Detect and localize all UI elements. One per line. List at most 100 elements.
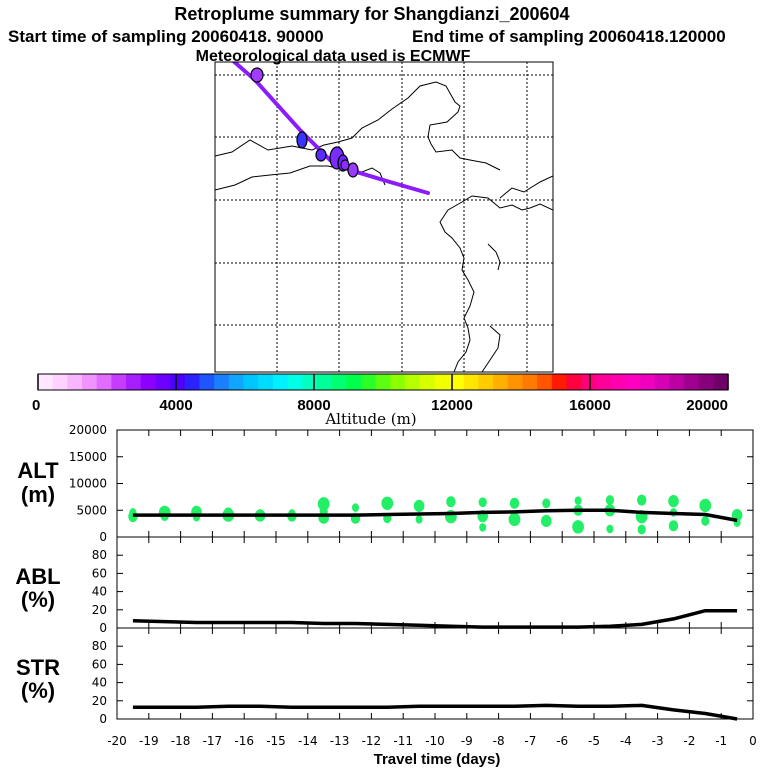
colorbar-cell: [302, 374, 318, 390]
trajectory-line: [231, 62, 430, 195]
colorbar-cell: [199, 374, 215, 390]
colorbar-cell: [360, 374, 377, 390]
panel-abl: 0 20 40 60 80 ABL(%): [15, 536, 754, 635]
colorbar-cell: [698, 374, 714, 390]
colorbar-tick-label: 0: [32, 397, 40, 414]
colorbar-cell: [243, 374, 259, 390]
coastlines: [215, 81, 553, 372]
altitude-scatter-point: [415, 515, 423, 524]
colorbar-cell: [654, 374, 670, 390]
colorbar-cell: [683, 374, 700, 390]
altitude-scatter-point: [352, 503, 359, 512]
y-tick-label: 0: [99, 712, 107, 726]
figure-title: Retroplume summary for Shangdianzi_20060…: [174, 4, 569, 24]
panel-label-top: ABL: [15, 564, 60, 589]
x-tick-label: -2: [683, 734, 695, 748]
altitude-scatter-point: [701, 516, 710, 526]
colorbar-cell: [581, 374, 597, 390]
x-tick-label: -10: [425, 734, 445, 748]
cluster-marker: [250, 67, 264, 83]
cluster-marker: [340, 159, 350, 171]
colorbar-cell: [537, 374, 553, 390]
altitude-colorbar: 0 4000 8000 12000 16000 20000 Altitude (m): [32, 373, 729, 428]
panel-label-bottom: (%): [21, 587, 55, 612]
altitude-scatter-point: [413, 499, 425, 513]
y-tick-label: 0: [99, 530, 107, 544]
x-tick-label: -19: [139, 734, 159, 748]
altitude-scatter-point: [731, 508, 743, 522]
colorbar-cell: [463, 374, 480, 390]
y-tick-label: 80: [92, 548, 107, 562]
colorbar-cell: [375, 374, 391, 390]
altitude-scatter-point: [699, 498, 712, 513]
colorbar-cell: [625, 374, 641, 390]
x-tick-label: -5: [588, 734, 600, 748]
colorbar-cell: [449, 374, 465, 390]
altitude-scatter-point: [508, 512, 521, 527]
panel-label-top: ALT: [17, 458, 59, 483]
colorbar-tick-label: 16000: [569, 397, 611, 414]
altitude-scatter-point: [637, 524, 646, 535]
x-tick-label: -12: [362, 734, 382, 748]
x-tick-label: -11: [393, 734, 413, 748]
trajectory-map: [214, 61, 554, 373]
colorbar-cell: [507, 374, 524, 390]
colorbar-cell: [390, 374, 406, 390]
altitude-scatter-point: [606, 524, 614, 534]
y-tick-label: 15000: [69, 450, 107, 464]
colorbar-cell: [96, 374, 113, 390]
x-tick-label: -16: [234, 734, 254, 748]
colorbar-cell: [434, 374, 450, 390]
altitude-scatter-point: [446, 496, 456, 508]
colorbar-cell: [419, 374, 435, 390]
y-tick-label: 60: [92, 657, 107, 671]
panel-label-bottom: (%): [21, 678, 55, 703]
y-tick-label: 80: [92, 639, 107, 653]
altitude-scatter-point: [542, 498, 551, 509]
y-tick-label: 20: [92, 694, 107, 708]
altitude-scatter-point: [668, 495, 679, 508]
colorbar-cell: [595, 374, 612, 390]
colorbar-label: Altitude (m): [324, 410, 416, 428]
colorbar-cell: [566, 374, 582, 390]
altitude-scatter-point: [541, 514, 552, 528]
colorbar-cell: [551, 374, 568, 390]
altitude-scatter-point: [637, 494, 647, 506]
colorbar-tick-label: 12000: [431, 397, 473, 414]
cluster-marker: [296, 131, 308, 149]
y-tick-label: 60: [92, 566, 107, 580]
colorbar-cell: [52, 374, 68, 390]
colorbar-tick-label: 4000: [159, 397, 192, 414]
x-tick-label: -6: [556, 734, 568, 748]
altitude-scatter-point: [574, 496, 582, 505]
colorbar-cell: [639, 374, 656, 390]
map-frame: [214, 61, 554, 373]
colorbar-tick-label: 20000: [686, 397, 728, 414]
altitude-scatter-point: [668, 520, 679, 532]
series-line-altitude: [132, 508, 738, 523]
start-time-label: Start time of sampling 20060418. 90000: [8, 27, 324, 46]
end-time-label: End time of sampling 20060418.120000: [412, 27, 726, 46]
panel-label-bottom: (m): [21, 482, 55, 507]
x-tick-label: -7: [524, 734, 536, 748]
colorbar-cell: [258, 374, 274, 390]
altitude-scatter-point: [317, 497, 330, 511]
colorbar-cell: [493, 374, 509, 390]
x-axis-label: Travel time (days): [374, 751, 501, 768]
x-tick-label: 0: [749, 734, 757, 748]
y-tick-label: 20000: [69, 423, 107, 437]
altitude-scatter-point: [479, 523, 487, 532]
series-line-str: [132, 703, 738, 721]
colorbar-cell: [170, 374, 186, 390]
colorbar-cell: [155, 374, 171, 390]
y-tick-label: 40: [92, 676, 107, 690]
time-series-panels: 05000100001500020000ALT(m)020406080ABL(%…: [15, 423, 756, 768]
colorbar-cell: [82, 374, 98, 390]
colorbar-cell: [287, 374, 303, 390]
panel-label-top: STR: [16, 655, 60, 680]
map-grid: [215, 62, 553, 372]
x-tick-label: -18: [171, 734, 191, 748]
colorbar-cell: [346, 374, 362, 390]
x-tick-label: -1: [715, 734, 727, 748]
